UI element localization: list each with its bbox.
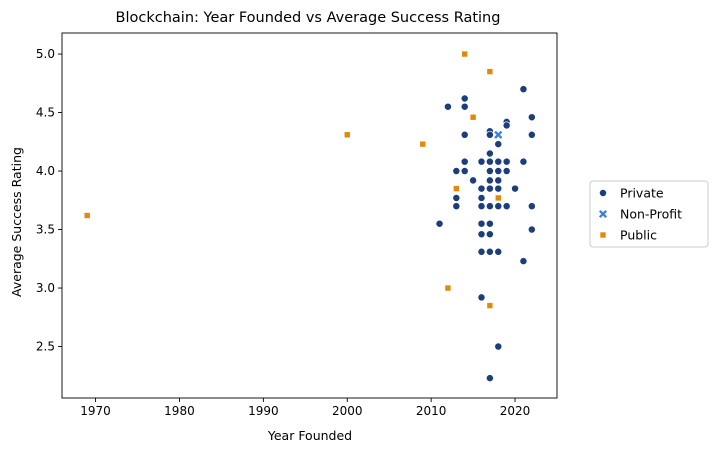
- data-point-private: [485, 149, 494, 158]
- data-point-private: [460, 157, 469, 166]
- data-point-private: [485, 230, 494, 239]
- data-point-private: [519, 257, 528, 266]
- data-point-private: [527, 202, 536, 211]
- y-axis-label: Average Success Rating: [9, 147, 24, 297]
- data-point-private: [485, 374, 494, 383]
- data-point-public: [461, 50, 469, 58]
- data-point-private: [485, 130, 494, 139]
- data-point-private: [494, 342, 503, 351]
- data-point-private: [511, 184, 520, 193]
- x-axis: 1970 1980 1990 2000 2010 2020: [80, 398, 530, 418]
- data-point-private: [452, 202, 461, 211]
- data-point-non-profit: [494, 130, 503, 139]
- data-point-private: [469, 176, 478, 185]
- data-point-private: [485, 202, 494, 211]
- legend-label-public: Public: [620, 228, 657, 243]
- data-point-public: [83, 212, 91, 219]
- legend-box: [589, 180, 709, 248]
- y-axis: 2.5 3.0 3.5 4.0 4.5 5.0: [36, 47, 62, 354]
- data-point-private: [477, 247, 486, 256]
- data-point-public: [419, 140, 427, 148]
- data-point-private: [460, 94, 469, 103]
- data-point-private: [485, 247, 494, 256]
- data-point-public: [486, 302, 494, 309]
- data-point-private: [477, 184, 486, 193]
- plot-frame: [61, 32, 558, 399]
- data-point-private: [443, 102, 452, 111]
- data-point-private: [527, 225, 536, 234]
- chart-title: Blockchain: Year Founded vs Average Succ…: [116, 10, 501, 26]
- data-point-private: [502, 167, 511, 175]
- x-tick-label: 2010: [416, 404, 447, 418]
- data-point-private: [527, 130, 536, 139]
- x-tick-label: 2000: [332, 404, 363, 418]
- data-point-private: [502, 157, 511, 166]
- data-point-private: [502, 202, 511, 211]
- y-tick-label: 4.0: [36, 164, 55, 178]
- data-point-public: [453, 185, 460, 192]
- x-axis-label: Year Founded: [267, 428, 352, 443]
- y-tick-label: 2.5: [36, 340, 55, 354]
- x-tick-label: 1970: [80, 404, 111, 418]
- data-point-private: [477, 157, 486, 166]
- data-point-private: [494, 184, 503, 193]
- data-point-private: [485, 219, 494, 228]
- data-point-private: [519, 85, 528, 94]
- data-point-private: [485, 184, 494, 193]
- data-point-private: [494, 202, 503, 211]
- y-tick-label: 3.5: [36, 223, 55, 237]
- legend-marker-public: [599, 231, 607, 239]
- data-point-public: [343, 131, 351, 139]
- data-point-private: [477, 202, 486, 211]
- data-point-private: [460, 102, 469, 111]
- data-point-private: [452, 194, 461, 202]
- x-tick-label: 2020: [500, 404, 531, 418]
- data-point-private: [494, 140, 503, 149]
- x-tick-label: 1980: [164, 404, 195, 418]
- legend-label-private: Private: [620, 186, 664, 201]
- data-point-private: [494, 176, 503, 185]
- data-point-public: [494, 194, 502, 202]
- data-point-private: [477, 219, 486, 228]
- data-point-private: [502, 121, 511, 130]
- data-point-public: [469, 113, 477, 121]
- data-point-private: [527, 113, 536, 122]
- data-point-private: [494, 167, 503, 175]
- legend: Private Non-Profit Public: [589, 180, 709, 248]
- data-point-private: [494, 247, 503, 256]
- data-point-private: [435, 219, 444, 228]
- data-point-private: [519, 157, 528, 166]
- plot-area: [61, 32, 558, 399]
- legend-label-non-profit: Non-Profit: [620, 207, 682, 222]
- data-point-private: [485, 157, 494, 166]
- data-point-private: [460, 167, 469, 175]
- data-point-private: [460, 130, 469, 139]
- data-point-private: [485, 176, 494, 185]
- data-point-private: [452, 167, 461, 175]
- legend-marker-non-profit: [598, 209, 608, 219]
- data-point-private: [494, 157, 503, 166]
- legend-marker-private: [599, 189, 607, 197]
- data-point-private: [477, 230, 486, 239]
- data-point-private: [485, 167, 494, 175]
- x-tick-label: 1990: [248, 404, 279, 418]
- data-point-private: [477, 194, 486, 202]
- data-point-public: [486, 68, 494, 75]
- y-tick-label: 4.5: [36, 106, 55, 120]
- y-tick-label: 3.0: [36, 281, 55, 295]
- y-tick-label: 5.0: [36, 47, 55, 61]
- data-point-public: [444, 284, 452, 292]
- data-point-private: [477, 293, 486, 302]
